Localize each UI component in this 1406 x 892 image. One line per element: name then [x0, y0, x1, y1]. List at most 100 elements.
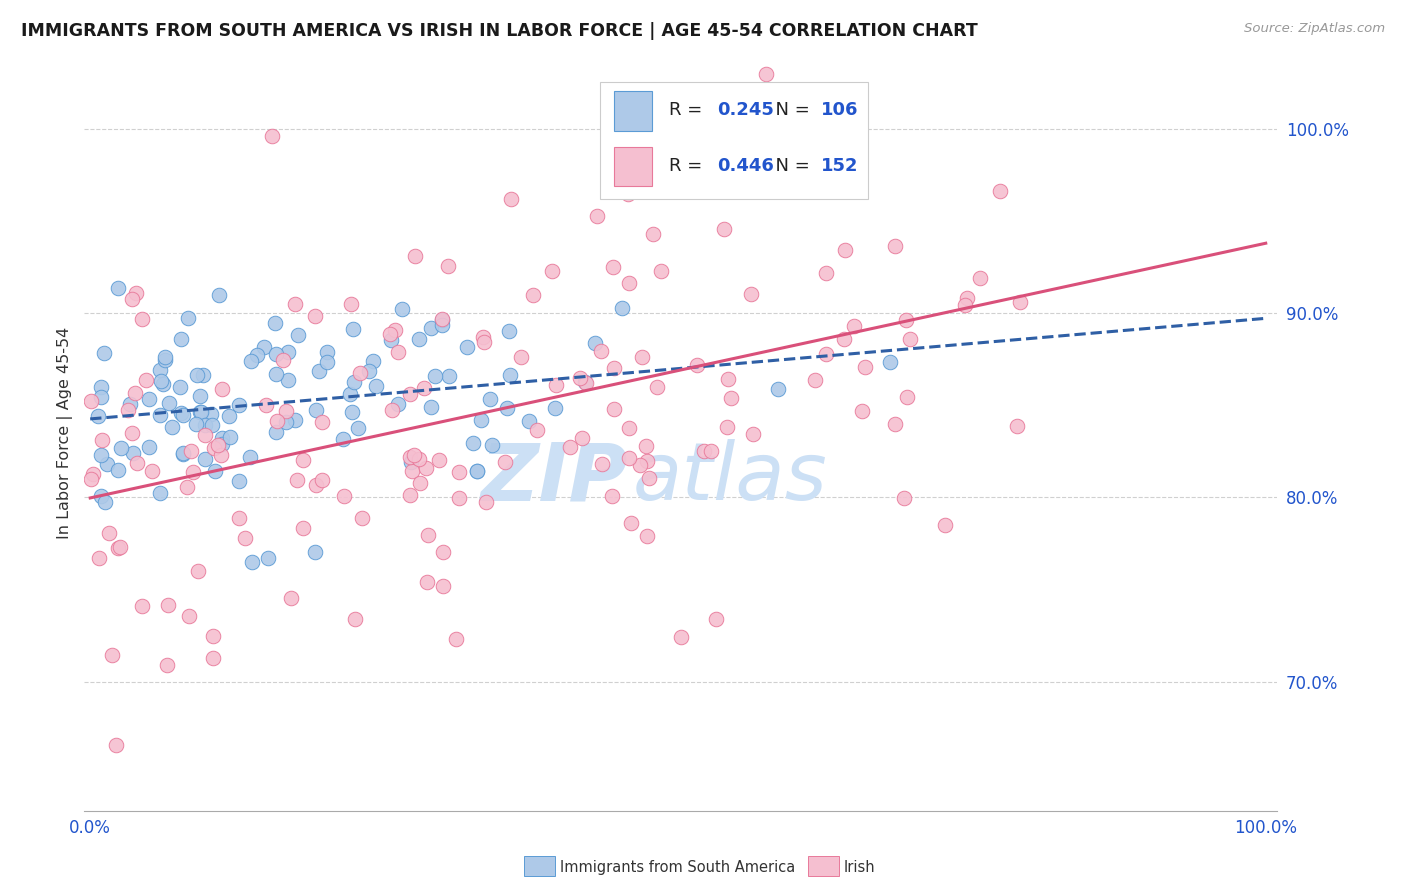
Point	[381, 403, 404, 417]
Point	[188, 405, 211, 419]
Point	[470, 413, 492, 427]
Point	[125, 456, 148, 470]
Point	[107, 541, 129, 556]
Point	[418, 527, 440, 541]
Point	[316, 344, 339, 359]
Point	[853, 359, 876, 374]
Point	[934, 517, 956, 532]
Point	[700, 444, 723, 458]
Point	[416, 575, 439, 590]
Point	[787, 98, 810, 112]
Point	[461, 436, 484, 450]
Point	[107, 462, 129, 476]
Point	[311, 473, 333, 487]
Point	[340, 405, 363, 419]
Point	[131, 312, 153, 326]
Point	[162, 420, 184, 434]
Point	[180, 444, 202, 458]
Point	[432, 313, 454, 327]
Point	[186, 368, 208, 382]
Point	[472, 334, 495, 349]
Point	[155, 350, 177, 364]
Point	[274, 404, 297, 418]
Point	[430, 311, 453, 326]
Point	[423, 369, 446, 384]
Point	[91, 434, 114, 448]
Point	[472, 330, 495, 344]
Point	[156, 658, 179, 673]
Point	[610, 301, 633, 315]
Point	[333, 489, 356, 503]
Point	[456, 340, 478, 354]
Point	[177, 311, 200, 326]
Point	[494, 455, 516, 469]
Point	[200, 407, 222, 421]
Point	[239, 450, 262, 464]
Text: R =: R =	[669, 102, 709, 120]
Point	[408, 452, 430, 467]
Text: 0.245: 0.245	[717, 102, 773, 120]
Point	[110, 441, 132, 455]
Point	[204, 464, 226, 478]
Point	[152, 376, 174, 391]
Point	[190, 389, 212, 403]
FancyBboxPatch shape	[614, 91, 652, 131]
Point	[264, 347, 287, 361]
Text: Source: ZipAtlas.com: Source: ZipAtlas.com	[1244, 22, 1385, 36]
Point	[398, 488, 420, 502]
Point	[481, 438, 503, 452]
Point	[420, 320, 443, 334]
Point	[415, 461, 437, 475]
Point	[280, 591, 302, 606]
Point	[346, 421, 368, 435]
Point	[316, 355, 339, 369]
Point	[172, 408, 194, 422]
Point	[304, 545, 326, 559]
Point	[308, 364, 330, 378]
Point	[117, 403, 139, 417]
Point	[209, 448, 232, 462]
Point	[233, 531, 256, 545]
Point	[108, 540, 131, 554]
Point	[149, 408, 172, 422]
Point	[427, 452, 450, 467]
Point	[501, 193, 523, 207]
Point	[90, 379, 112, 393]
Point	[693, 443, 716, 458]
Point	[218, 409, 240, 423]
Point	[121, 293, 143, 307]
Point	[218, 430, 240, 444]
Point	[740, 287, 762, 301]
Point	[969, 271, 991, 285]
Point	[689, 92, 711, 106]
Point	[765, 171, 787, 186]
Point	[439, 368, 461, 383]
Point	[636, 439, 658, 453]
Point	[720, 391, 742, 405]
Point	[339, 387, 361, 401]
Point	[851, 404, 873, 418]
Point	[194, 427, 217, 442]
Point	[832, 332, 855, 346]
Point	[404, 249, 426, 263]
Point	[177, 608, 200, 623]
Text: Irish: Irish	[844, 860, 875, 874]
Point	[138, 392, 160, 406]
Point	[94, 494, 117, 508]
Text: R =: R =	[669, 157, 709, 175]
Point	[432, 579, 454, 593]
Point	[630, 350, 652, 364]
Point	[517, 414, 540, 428]
Point	[107, 281, 129, 295]
FancyBboxPatch shape	[614, 146, 652, 186]
Point	[153, 352, 176, 367]
Text: ZIP: ZIP	[479, 439, 627, 517]
Point	[101, 648, 124, 662]
Point	[245, 348, 267, 362]
Point	[141, 464, 163, 478]
Point	[274, 415, 297, 429]
Point	[253, 340, 276, 354]
Point	[90, 489, 112, 503]
Point	[628, 458, 651, 472]
Point	[361, 354, 384, 368]
